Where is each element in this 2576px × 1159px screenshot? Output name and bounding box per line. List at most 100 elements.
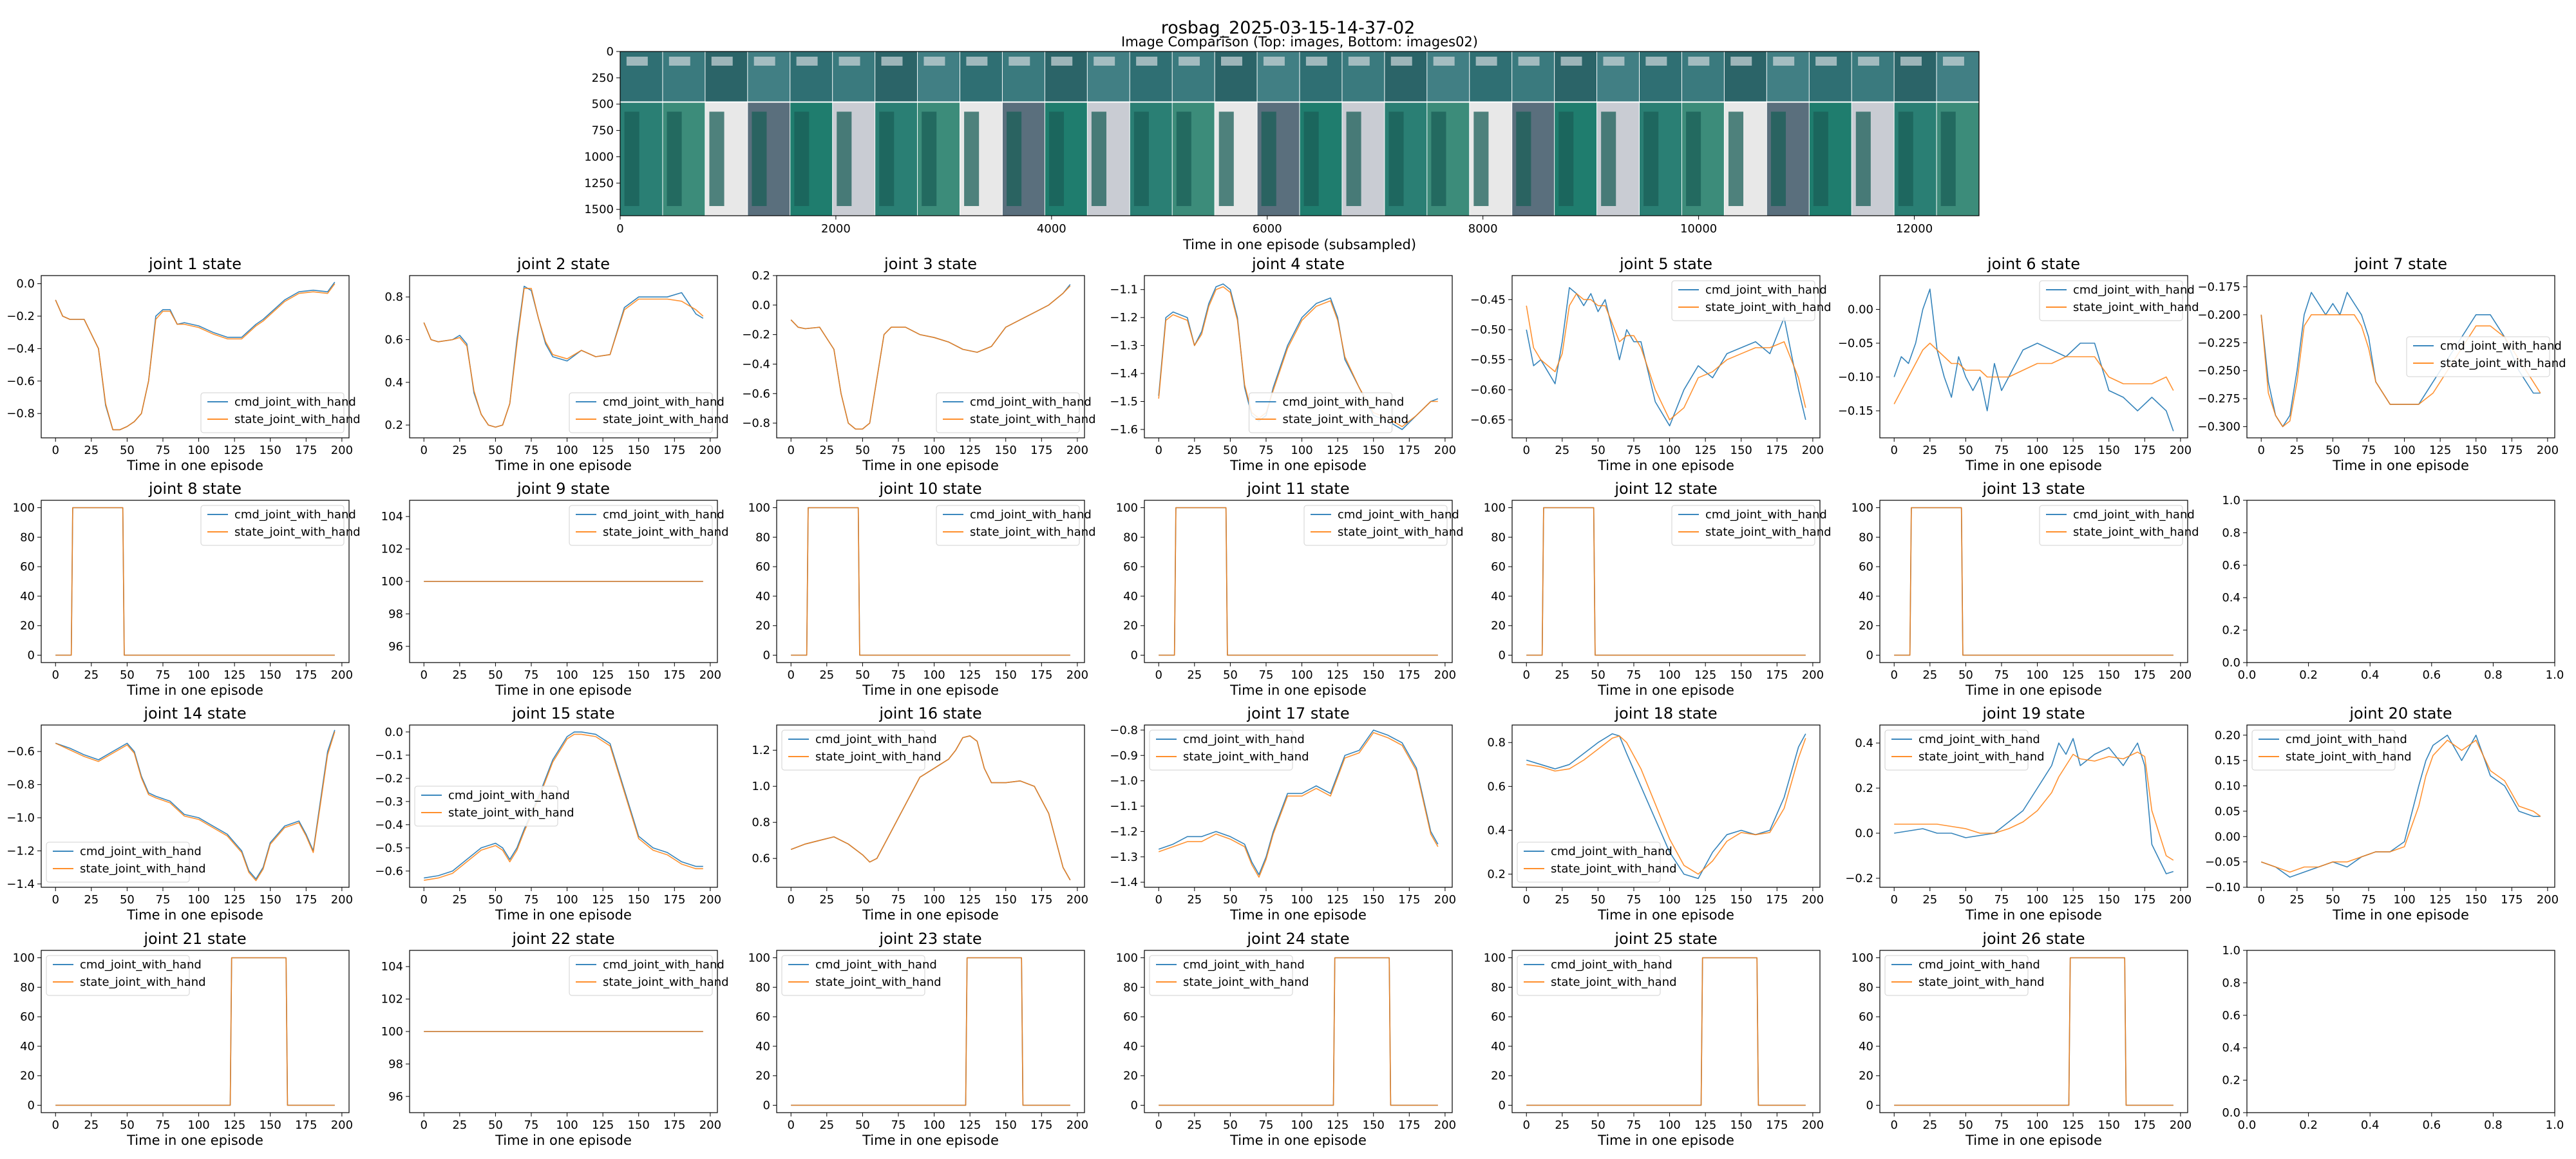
x-axis-label: Time in one episode <box>1965 1133 2102 1148</box>
x-tick-label: 50 <box>1591 444 1605 457</box>
subplot-18: joint 17 state 0 25 50 75 100 125 150 175 200 −1.4… <box>1110 704 1456 923</box>
legend-entry: state_joint_with_hand <box>2286 750 2412 764</box>
x-tick-label: 125 <box>1327 668 1349 682</box>
y-tick-label: 80 <box>1123 981 1138 994</box>
legend: cmd_joint_with_hand state_joint_with_hand <box>781 955 942 996</box>
x-tick-label: 75 <box>1994 668 2009 682</box>
subplot-title: joint 9 state <box>516 480 610 498</box>
subplot-title: joint 13 state <box>1982 480 2085 498</box>
series-line-state <box>1894 957 2174 1106</box>
y-tick-label: −1.4 <box>6 878 35 891</box>
y-tick-label: 100 <box>1484 501 1506 514</box>
x-tick-label: 100 <box>1291 444 1312 457</box>
x-tick-label: 200 <box>331 668 353 682</box>
x-tick-label: 0 <box>1523 893 1530 907</box>
subplot-5: joint 5 state 0 25 50 75 100 125 150 175 200 −0.65… <box>1470 255 1832 473</box>
x-tick-label: 175 <box>295 1118 317 1132</box>
y-tick-label: 0.2 <box>1487 868 1506 881</box>
x-tick-label: 25 <box>84 668 99 682</box>
x-axis-label: Time in one episode <box>1597 907 1734 923</box>
camera-frame-detail <box>1730 57 1752 66</box>
y-tick-label: 1.0 <box>752 780 770 793</box>
y-tick-label: −1.3 <box>1110 851 1138 864</box>
x-tick-label: 0 <box>788 1118 795 1132</box>
subplot-11: joint 11 state 0 25 50 75 100 125 150 175 200 0 20 4… <box>1116 480 1464 698</box>
legend: cmd_joint_with_hand state_joint_with_hand <box>1303 505 1464 546</box>
camera-frame-detail <box>1176 111 1191 206</box>
series-line-state <box>1894 507 2174 656</box>
camera-frame-detail <box>1009 57 1030 66</box>
x-tick-label: 175 <box>2134 668 2155 682</box>
x-axis-label: Time in one episode <box>1965 458 2102 473</box>
axes-frame <box>2246 950 2555 1113</box>
y-tick-label: 750 <box>592 124 614 138</box>
y-tick-label: 0.2 <box>2222 624 2240 637</box>
camera-frame-detail <box>1686 111 1701 206</box>
y-tick-label: −0.2 <box>742 328 770 342</box>
y-tick-label: 0.2 <box>384 419 403 432</box>
y-tick-label: 0.00 <box>1848 303 1873 317</box>
series-line-state <box>55 507 335 656</box>
camera-frame-detail <box>796 57 818 66</box>
x-tick-label: 25 <box>1187 1118 1202 1132</box>
camera-frame-detail <box>1473 111 1489 206</box>
x-tick-label: 125 <box>959 893 981 907</box>
y-tick-label: 100 <box>1116 951 1138 965</box>
x-tick-label: 50 <box>1591 1118 1605 1132</box>
x-tick-label: 150 <box>628 893 650 907</box>
legend-box <box>1517 842 1661 883</box>
camera-frame-detail <box>1942 57 1964 66</box>
axes-frame <box>1511 724 1821 888</box>
subplot-title: joint 17 state <box>1246 704 1349 722</box>
camera-frame-detail <box>794 111 810 206</box>
x-tick-label: 200 <box>2170 444 2192 457</box>
camera-frame-detail <box>1390 57 1412 66</box>
x-tick-label: 75 <box>1994 1118 2009 1132</box>
y-tick-label: 0 <box>607 45 614 59</box>
camera-frame-detail <box>1136 57 1158 66</box>
x-tick-label: 200 <box>2537 444 2559 457</box>
y-tick-label: 40 <box>20 1040 35 1053</box>
y-tick-label: 20 <box>755 619 770 633</box>
x-tick-label: 0 <box>1891 668 1898 682</box>
subplot-title: joint 20 state <box>2349 704 2452 722</box>
axes-frame <box>1144 275 1453 438</box>
y-tick-label: 100 <box>381 575 403 589</box>
subplot-4: joint 4 state 0 25 50 75 100 125 150 175 200 −1.6 −… <box>1110 255 1456 473</box>
axes-frame <box>776 500 1085 663</box>
x-tick-label: 200 <box>331 1118 353 1132</box>
x-tick-label: 125 <box>1327 444 1349 457</box>
x-tick-label: 150 <box>1363 444 1385 457</box>
series-line-cmd <box>2260 292 2541 428</box>
y-tick-label: 0 <box>1499 1099 1506 1113</box>
camera-frame-detail <box>1091 111 1106 206</box>
x-tick-label: 0 <box>1155 444 1162 457</box>
x-tick-label: 125 <box>959 1118 981 1132</box>
y-tick-label: −0.2 <box>1845 872 1873 885</box>
y-tick-label: 0.2 <box>2222 1074 2240 1088</box>
x-tick-label: 25 <box>452 1118 467 1132</box>
camera-frame-detail <box>1475 57 1497 66</box>
x-tick-label: 25 <box>1555 893 1569 907</box>
series-line-cmd <box>1526 733 1806 880</box>
y-tick-label: 0.0 <box>2222 1106 2240 1120</box>
legend-entry: state_joint_with_hand <box>1918 750 2045 764</box>
x-tick-label: 175 <box>1398 893 1420 907</box>
x-tick-label: 175 <box>295 893 317 907</box>
legend-entry: cmd_joint_with_hand <box>815 958 937 972</box>
x-tick-label: 50 <box>1958 444 1973 457</box>
y-tick-label: 80 <box>755 531 770 544</box>
y-tick-label: 20 <box>20 619 35 633</box>
series-line-state <box>1526 507 1806 656</box>
x-tick-label: 50 <box>855 444 870 457</box>
legend-entry: cmd_joint_with_hand <box>80 958 202 972</box>
y-tick-label: 0.4 <box>2222 591 2240 605</box>
x-tick-label: 150 <box>1363 668 1385 682</box>
subplot-title: joint 26 state <box>1982 930 2085 948</box>
x-tick-label: 125 <box>223 1118 245 1132</box>
y-tick-label: 100 <box>13 951 35 965</box>
x-tick-label: 75 <box>891 668 906 682</box>
x-tick-label: 75 <box>891 893 906 907</box>
y-tick-label: 40 <box>1859 590 1873 603</box>
legend: cmd_joint_with_hand state_joint_with_hand <box>1884 955 2045 996</box>
